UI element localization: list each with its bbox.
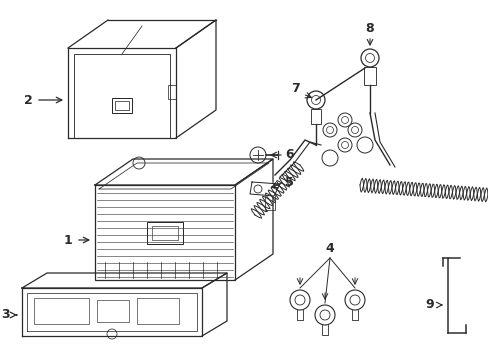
Bar <box>363 67 375 85</box>
Bar <box>95 185 235 280</box>
Text: 9: 9 <box>425 298 433 311</box>
Bar <box>115 101 129 110</box>
Polygon shape <box>249 182 280 196</box>
Bar <box>168 85 176 99</box>
Bar <box>137 298 179 324</box>
Bar <box>310 109 320 124</box>
Text: 1: 1 <box>63 234 72 247</box>
Text: 2: 2 <box>23 94 32 107</box>
Text: 7: 7 <box>290 81 299 94</box>
Text: 8: 8 <box>365 22 373 35</box>
Bar <box>34 298 89 324</box>
Bar <box>264 194 274 210</box>
Bar <box>97 300 129 322</box>
Bar <box>152 226 178 240</box>
Text: 4: 4 <box>325 242 334 255</box>
Bar <box>147 222 183 244</box>
Text: 5: 5 <box>285 175 293 189</box>
Text: 3: 3 <box>1 309 10 321</box>
Text: 6: 6 <box>285 148 293 162</box>
